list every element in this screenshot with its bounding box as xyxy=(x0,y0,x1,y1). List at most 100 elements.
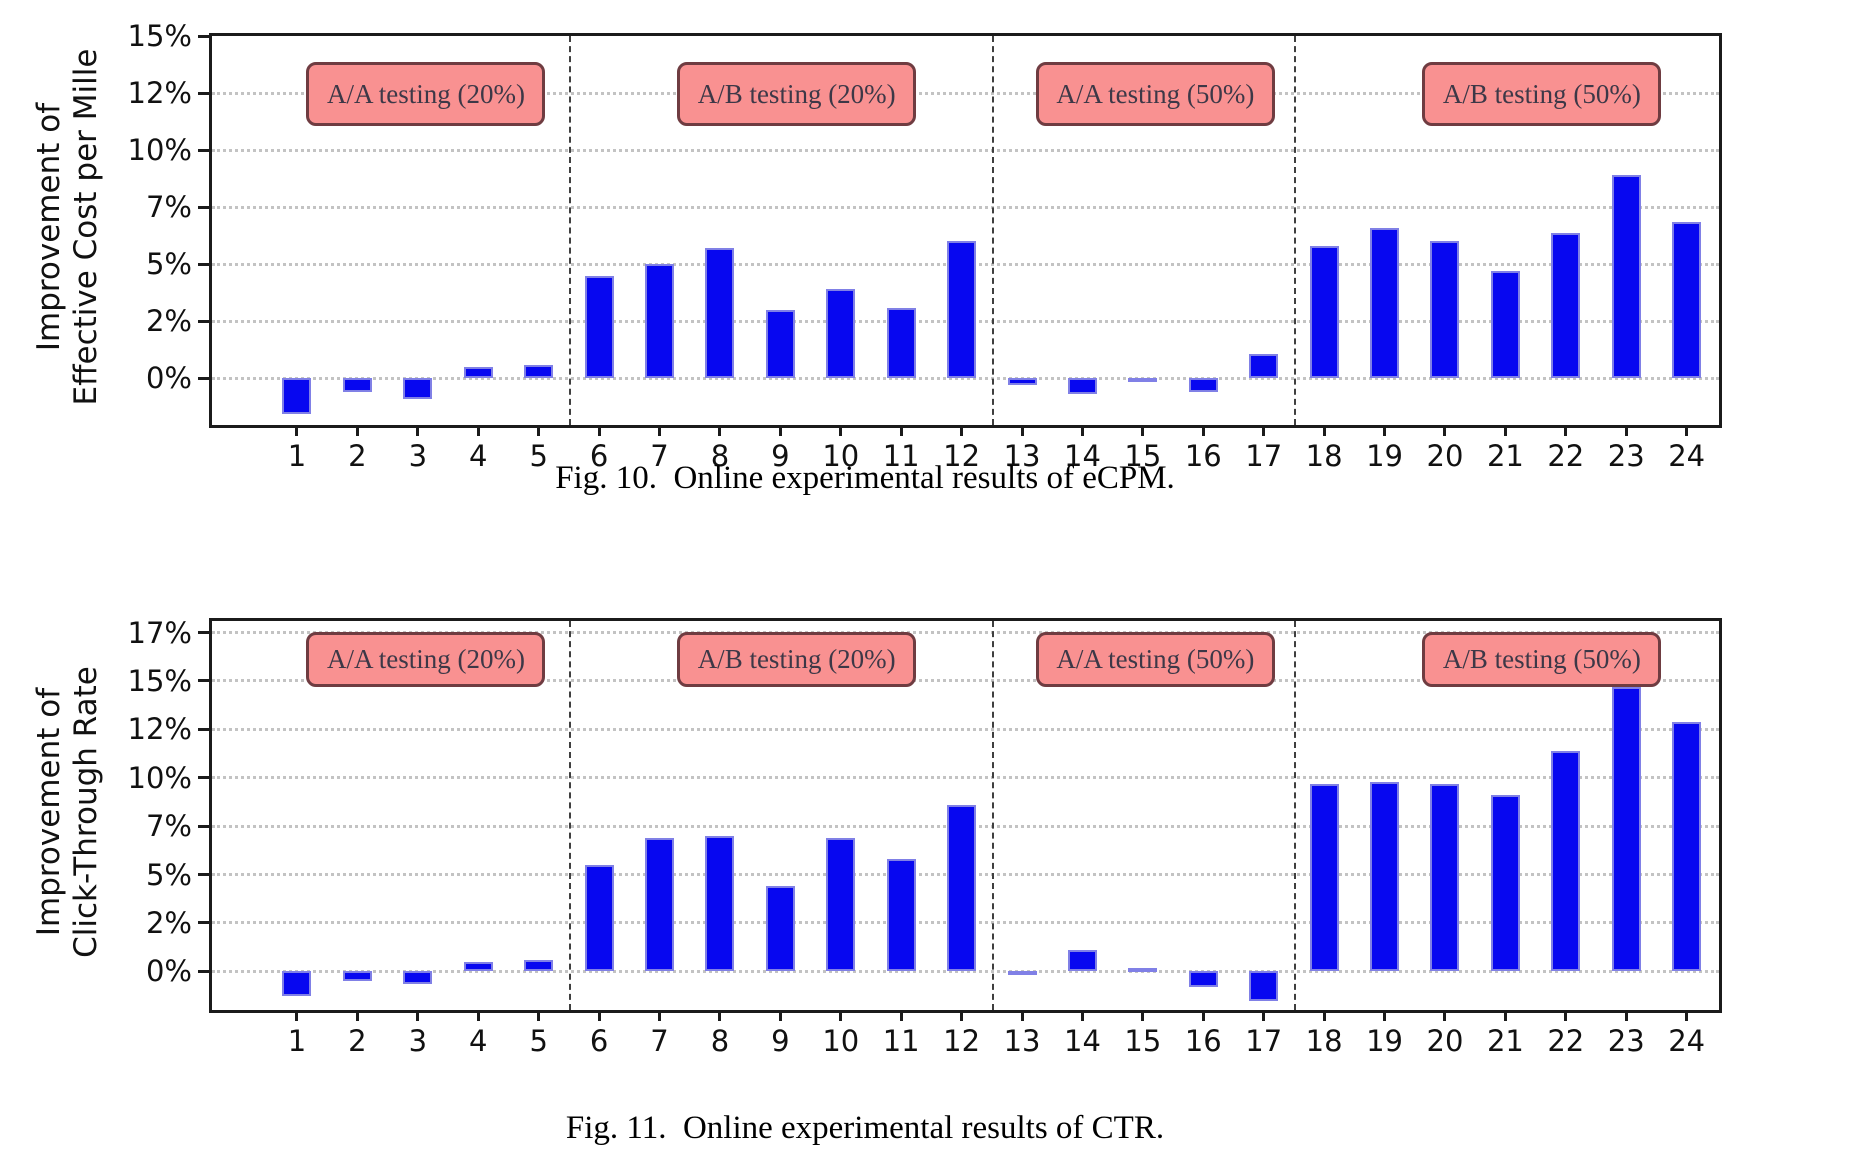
bar-8 xyxy=(705,248,735,379)
bar-17 xyxy=(1249,971,1279,1002)
x-tick-mark xyxy=(1383,425,1387,436)
bar-21 xyxy=(1490,270,1520,379)
bar-24 xyxy=(1672,721,1702,972)
y-tick-label: 5% xyxy=(145,247,192,282)
y-tick-label: 10% xyxy=(127,133,192,168)
bar-5 xyxy=(524,959,554,972)
x-tick-label: 10 xyxy=(822,1024,860,1058)
x-tick-label: 2 xyxy=(348,439,367,473)
x-tick-mark xyxy=(718,1010,722,1021)
x-tick-mark xyxy=(295,1010,299,1021)
x-tick-label: 15 xyxy=(1124,1024,1162,1058)
section-label-box: A/B testing (20%) xyxy=(677,62,917,126)
y-axis-label-line1: Improvement of xyxy=(31,687,67,937)
y-tick-mark xyxy=(198,727,209,731)
section-separator xyxy=(1293,621,1296,1010)
x-tick-mark xyxy=(718,425,722,436)
bar-18 xyxy=(1309,783,1339,972)
section-label-box: A/A testing (50%) xyxy=(1035,62,1275,126)
gridline-0% xyxy=(212,969,1719,973)
bar-7 xyxy=(645,837,674,972)
y-tick-mark xyxy=(198,91,209,95)
bar-19 xyxy=(1370,781,1400,972)
y-tick-mark xyxy=(198,679,209,683)
y-tick-mark xyxy=(198,205,209,209)
x-tick-label: 23 xyxy=(1607,439,1645,473)
x-tick-label: 1 xyxy=(287,1024,307,1058)
x-tick-mark xyxy=(537,1010,541,1021)
y-tick-label: 2% xyxy=(145,304,192,339)
bar-11 xyxy=(886,307,916,379)
x-tick-label: 12 xyxy=(943,1024,981,1058)
x-tick-label: 8 xyxy=(710,1024,730,1058)
x-tick-label: 4 xyxy=(469,1024,488,1058)
y-tick-label: 2% xyxy=(145,905,192,940)
x-tick-mark xyxy=(899,1010,903,1021)
bar-16 xyxy=(1188,378,1218,392)
x-tick-mark xyxy=(1443,425,1447,436)
gridline-15% xyxy=(212,679,1719,683)
x-tick-mark xyxy=(778,1010,782,1021)
gridline-10% xyxy=(212,148,1719,152)
bar-20 xyxy=(1430,241,1460,379)
figure-caption-ctr: Fig. 11. Online experimental results of … xyxy=(565,1110,1165,1146)
section-separator xyxy=(991,621,994,1010)
y-tick-label: 15% xyxy=(127,663,192,698)
bar-12 xyxy=(947,241,977,379)
x-tick-label: 5 xyxy=(529,439,548,473)
x-tick-label: 21 xyxy=(1486,439,1524,473)
y-tick-label: 12% xyxy=(127,712,192,747)
x-tick-label: 6 xyxy=(589,1024,609,1058)
x-tick-mark xyxy=(355,425,359,436)
bar-3 xyxy=(403,971,433,984)
bar-12 xyxy=(947,804,977,972)
x-tick-mark xyxy=(899,425,903,436)
bar-1 xyxy=(282,378,312,414)
x-tick-mark xyxy=(416,425,420,436)
x-tick-mark xyxy=(1080,425,1084,436)
x-tick-mark xyxy=(1503,1010,1507,1021)
x-tick-label: 7 xyxy=(650,1024,669,1058)
y-tick-mark xyxy=(198,631,209,635)
bar-2 xyxy=(342,378,372,392)
bar-2 xyxy=(342,971,372,981)
bar-4 xyxy=(463,366,493,379)
x-tick-label: 21 xyxy=(1486,1024,1524,1058)
y-tick-mark xyxy=(198,34,209,38)
x-tick-mark xyxy=(1262,425,1266,436)
x-tick-label: 10 xyxy=(822,439,860,473)
x-tick-label: 20 xyxy=(1426,1024,1464,1058)
x-tick-mark xyxy=(476,425,480,436)
y-tick-mark xyxy=(198,376,209,380)
x-tick-label: 19 xyxy=(1366,1024,1403,1058)
bar-16 xyxy=(1188,971,1218,987)
x-tick-mark xyxy=(1443,1010,1447,1021)
bar-10 xyxy=(826,837,856,972)
x-tick-label: 24 xyxy=(1668,1024,1706,1058)
x-tick-label: 20 xyxy=(1426,439,1464,473)
bar-22 xyxy=(1551,233,1581,379)
x-tick-mark xyxy=(778,425,782,436)
x-tick-label: 9 xyxy=(771,439,790,473)
bar-14 xyxy=(1067,950,1097,972)
bar-11 xyxy=(886,859,916,972)
x-tick-label: 11 xyxy=(882,1024,920,1058)
y-tick-label: 17% xyxy=(127,615,192,650)
x-tick-label: 3 xyxy=(408,439,428,473)
plot-area-ecpm: 15% 12% 10% 7% 5% 2% 0% 1 2 3 4 5 6 7 8 9 10 11 12 13 14 15 16… xyxy=(128,19,1722,472)
gridline-0% xyxy=(212,376,1719,380)
x-tick-label: 13 xyxy=(1003,439,1041,473)
gridline-12% xyxy=(212,91,1719,95)
x-tick-label: 19 xyxy=(1366,439,1403,473)
x-tick-mark xyxy=(658,425,662,436)
x-tick-mark xyxy=(658,1010,662,1021)
x-tick-mark xyxy=(1322,425,1326,436)
x-tick-mark xyxy=(1564,425,1568,436)
bar-1 xyxy=(282,971,312,997)
x-tick-mark xyxy=(960,425,964,436)
x-tick-mark xyxy=(597,1010,601,1021)
x-tick-mark xyxy=(960,1010,964,1021)
x-tick-mark xyxy=(1624,425,1628,436)
x-tick-mark xyxy=(1503,425,1507,436)
